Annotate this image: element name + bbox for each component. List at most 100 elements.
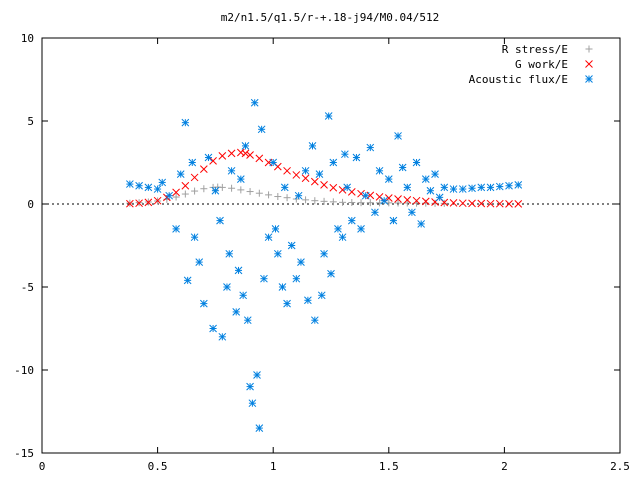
data-point	[190, 233, 199, 242]
data-point	[371, 208, 379, 217]
data-point	[223, 283, 231, 291]
x-tick-label: 0.5	[148, 460, 168, 473]
data-point	[352, 153, 361, 162]
data-point	[255, 154, 264, 163]
data-point	[265, 191, 273, 199]
data-point	[172, 188, 180, 197]
data-point	[232, 308, 241, 316]
data-point	[361, 191, 370, 200]
data-point	[403, 199, 411, 207]
data-point	[135, 181, 143, 190]
data-point	[253, 371, 261, 379]
data-point	[403, 183, 412, 192]
data-point	[199, 299, 208, 308]
data-point	[311, 197, 319, 205]
data-point	[246, 151, 254, 159]
data-point	[339, 198, 347, 206]
x-tick-label: 1	[270, 460, 277, 473]
data-point	[308, 142, 317, 150]
data-point	[468, 199, 476, 208]
y-tick-label: 5	[27, 115, 34, 128]
data-point	[334, 225, 342, 233]
data-point	[126, 180, 134, 188]
legend-marker	[585, 60, 593, 68]
data-point	[181, 181, 190, 190]
y-tick-label: 10	[21, 32, 34, 45]
data-point	[394, 132, 402, 140]
data-point	[176, 170, 185, 178]
data-point	[348, 199, 356, 207]
data-point	[302, 196, 310, 204]
x-tick-label: 2	[501, 460, 508, 473]
data-point	[440, 199, 448, 207]
data-point	[228, 184, 236, 192]
data-point	[389, 216, 398, 225]
data-point	[384, 175, 393, 183]
data-point	[468, 184, 476, 193]
data-point	[153, 185, 162, 193]
data-point	[273, 249, 282, 258]
data-point	[310, 316, 319, 325]
plot-frame	[41, 37, 621, 454]
data-point	[269, 158, 278, 167]
series-3	[126, 98, 523, 432]
data-point	[320, 197, 328, 205]
data-point	[421, 175, 430, 183]
data-point	[216, 216, 224, 225]
data-point	[218, 152, 227, 160]
data-point	[435, 193, 444, 202]
series-1	[126, 183, 448, 207]
data-point	[172, 225, 180, 233]
data-point	[278, 283, 287, 291]
data-point	[144, 198, 153, 207]
chart-title: m2/n1.5/q1.5/r-+.18-j94/M0.04/512	[221, 11, 440, 24]
data-point	[357, 225, 365, 233]
data-point	[287, 241, 296, 250]
data-point	[237, 186, 245, 194]
y-tick-label: -10	[14, 364, 34, 377]
x-tick-label: 2.5	[610, 460, 630, 473]
data-point	[236, 175, 245, 183]
legend-label: Acoustic flux/E	[469, 73, 568, 86]
data-point	[449, 185, 458, 193]
data-point	[126, 199, 134, 208]
data-point	[260, 274, 268, 283]
data-point	[241, 142, 250, 150]
data-point	[239, 291, 247, 300]
data-point	[458, 199, 467, 208]
x-tick-label: 1.5	[379, 460, 399, 473]
data-point	[209, 156, 217, 165]
data-point	[172, 193, 180, 201]
data-point	[357, 199, 365, 207]
data-point	[190, 173, 199, 182]
data-series	[126, 98, 523, 432]
data-point	[320, 249, 328, 258]
data-point	[408, 208, 416, 217]
data-point	[394, 195, 402, 203]
data-point	[271, 225, 280, 233]
data-point	[366, 199, 374, 207]
series-2	[126, 148, 523, 208]
data-point	[280, 183, 289, 192]
data-point	[227, 149, 236, 158]
data-point	[343, 183, 352, 192]
data-point	[264, 233, 273, 242]
data-point	[181, 118, 190, 127]
data-point	[403, 195, 412, 204]
data-point	[246, 382, 254, 391]
data-point	[514, 181, 523, 189]
data-point	[158, 178, 167, 187]
data-point	[191, 187, 199, 195]
data-point	[514, 199, 523, 208]
data-point	[440, 183, 449, 192]
data-point	[477, 199, 486, 208]
data-point	[426, 186, 435, 195]
y-tick-label: -5	[21, 281, 34, 294]
data-point	[327, 269, 335, 278]
data-point	[495, 199, 504, 208]
data-point	[329, 183, 338, 192]
data-point	[458, 185, 467, 193]
data-point	[297, 258, 305, 266]
y-axis: 10 5 0 -5 -10 -15	[14, 32, 620, 460]
